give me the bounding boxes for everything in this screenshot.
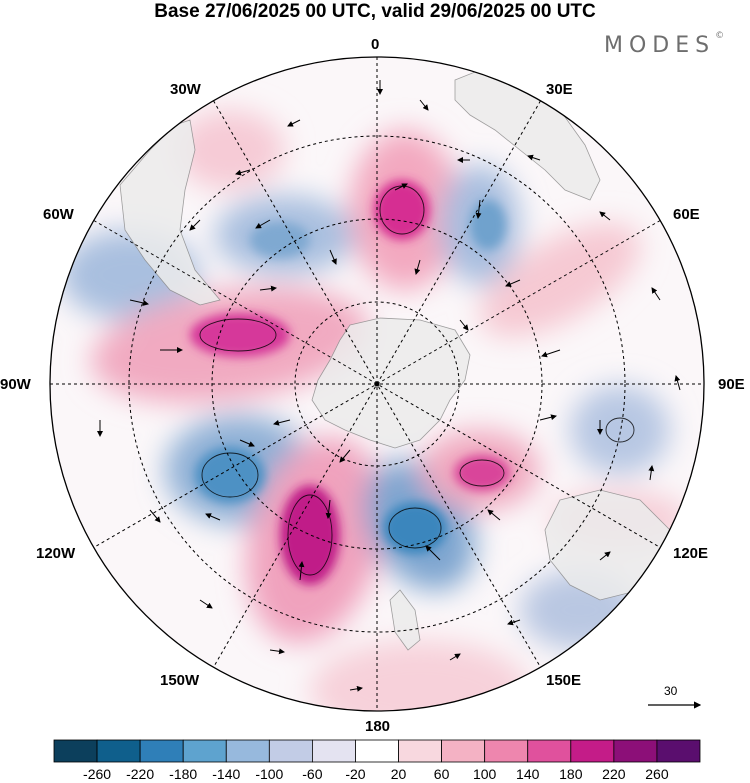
colorbar-tick-label: -260 [83, 766, 112, 782]
colorbar-tick-label: 60 [433, 766, 450, 782]
map-boundary [49, 56, 705, 712]
colorbar-swatch [527, 739, 572, 763]
colorbar-swatch [311, 739, 356, 763]
colorbar-swatch [355, 739, 399, 763]
colorbar-swatch [225, 739, 270, 763]
colorbar-swatch [268, 739, 313, 763]
anomaly-contours [199, 185, 635, 576]
map-disc [50, 57, 704, 711]
lon-label-150w: 150W [160, 672, 200, 689]
colorbar [53, 739, 701, 763]
colorbar-swatch [398, 739, 442, 763]
colorbar-tick-label: 220 [602, 766, 626, 782]
colorbar-swatch [96, 739, 141, 763]
colorbar-tick-label: 260 [645, 766, 669, 782]
colorbar-tick-label: 140 [516, 766, 540, 782]
colorbar-swatch [484, 739, 529, 763]
reference-vector-label: 30 [664, 684, 678, 698]
lon-label-90e: 90E [718, 376, 745, 393]
land [119, 69, 671, 651]
colorbar-tick-label: -20 [345, 766, 366, 782]
lon-label-180: 180 [365, 718, 391, 735]
colorbar-swatch [53, 739, 98, 763]
colorbar-tick-label: -140 [212, 766, 241, 782]
colorbar-swatch [656, 739, 701, 763]
lon-label-90w: 90W [0, 376, 31, 393]
lon-label-120w: 120W [36, 545, 76, 562]
colorbar-swatch [570, 739, 615, 763]
colorbar-swatch [441, 739, 486, 763]
lon-label-60w: 60W [43, 206, 74, 223]
colorbar-tick-label: 100 [472, 766, 497, 782]
colorbar-tick-label: -180 [169, 766, 198, 782]
antarctica [311, 317, 471, 449]
colorbar-tick-label: -100 [255, 766, 284, 782]
south-pole-marker [374, 381, 380, 387]
wind-vectors [97, 80, 681, 692]
colorbar-tick-label: 20 [390, 766, 407, 782]
colorbar-swatch [613, 739, 658, 763]
map-title: Base 27/06/2025 00 UTC, valid 29/06/2025… [154, 1, 596, 22]
colorbar-swatch [182, 739, 227, 763]
colorbar-tick-label: -220 [126, 766, 155, 782]
modes-logo: MODES© [604, 31, 725, 58]
lon-label-150e: 150E [546, 672, 582, 689]
lon-label-120e: 120E [673, 545, 709, 562]
lon-label-30w: 30W [170, 81, 201, 98]
lon-label-30e: 30E [546, 81, 573, 98]
colorbar-tick-label: 180 [559, 766, 583, 782]
lon-label-0: 0 [371, 36, 380, 53]
colorbar-tick-label: -60 [302, 766, 323, 782]
colorbar-swatch [139, 739, 184, 763]
lon-label-60e: 60E [673, 206, 700, 223]
new-zealand [389, 589, 421, 651]
